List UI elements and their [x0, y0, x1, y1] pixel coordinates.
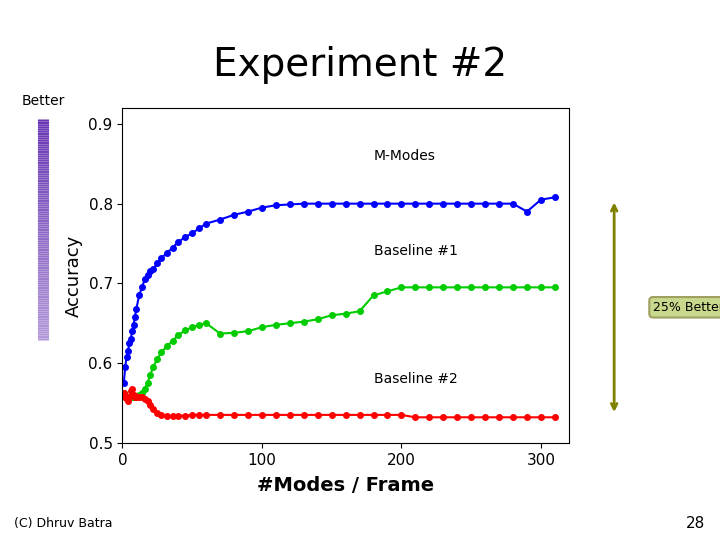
X-axis label: #Modes / Frame: #Modes / Frame: [257, 476, 434, 495]
Text: 28: 28: [686, 516, 706, 531]
Y-axis label: Accuracy: Accuracy: [65, 234, 83, 316]
Text: 25% Better: 25% Better: [653, 301, 720, 314]
Text: M-Modes: M-Modes: [374, 149, 436, 163]
Text: Experiment #2: Experiment #2: [213, 46, 507, 84]
Text: Better: Better: [22, 94, 65, 108]
Text: Baseline #1: Baseline #1: [374, 245, 457, 259]
Text: (C) Dhruv Batra: (C) Dhruv Batra: [14, 517, 113, 530]
Text: Baseline #2: Baseline #2: [374, 372, 457, 386]
